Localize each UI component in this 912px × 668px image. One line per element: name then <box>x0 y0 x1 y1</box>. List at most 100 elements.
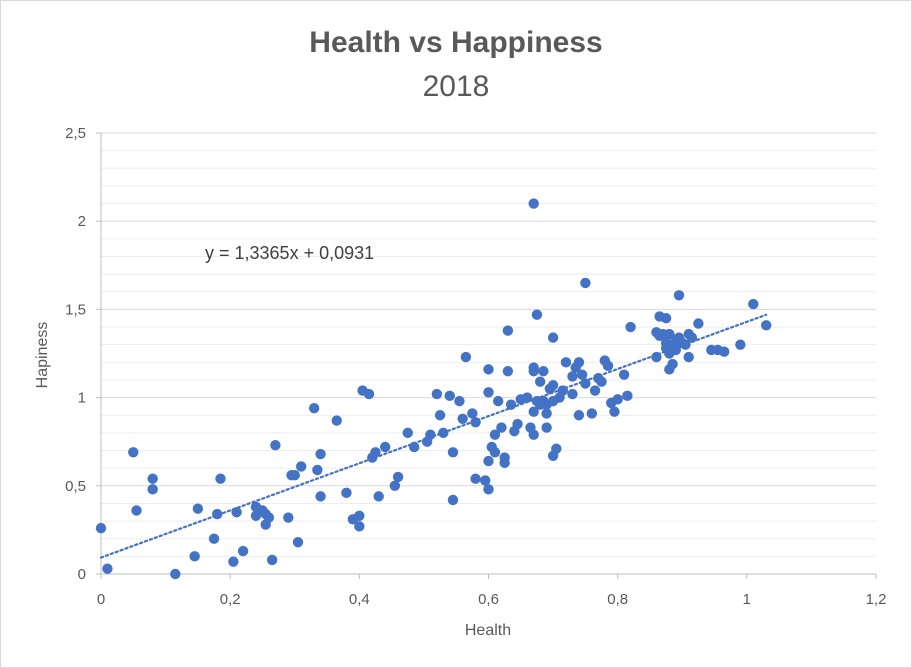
y-tick-label: 1 <box>78 390 86 407</box>
data-point <box>434 410 446 421</box>
data-point <box>489 447 501 458</box>
data-point <box>609 406 620 417</box>
data-point <box>354 510 365 521</box>
data-point <box>315 491 326 502</box>
data-point <box>761 320 772 331</box>
data-point <box>573 357 585 368</box>
data-point <box>602 360 614 372</box>
data-point <box>296 461 307 472</box>
data-point <box>263 512 275 523</box>
data-point <box>499 457 510 469</box>
data-point <box>147 484 158 495</box>
data-point <box>528 365 539 377</box>
data-point <box>502 365 514 377</box>
data-point <box>447 447 459 458</box>
data-point <box>480 475 491 486</box>
data-point <box>557 385 568 396</box>
data-point <box>170 568 181 580</box>
chart-subtitle: 2018 <box>423 70 490 103</box>
data-point <box>528 429 539 440</box>
data-point <box>292 537 304 548</box>
data-point <box>392 471 404 483</box>
x-axis-label: Health <box>465 622 511 639</box>
data-point <box>541 422 552 433</box>
data-point <box>531 309 543 320</box>
data-point <box>341 487 352 499</box>
data-point <box>505 399 517 410</box>
x-tick-label: 0,8 <box>607 591 628 608</box>
data-point <box>496 422 507 433</box>
data-point <box>192 503 204 514</box>
data-point <box>308 402 320 414</box>
data-point <box>683 351 694 363</box>
x-tick-label: 0 <box>97 591 105 608</box>
data-point <box>95 522 107 534</box>
data-point <box>551 443 562 454</box>
data-point <box>538 365 549 377</box>
data-point <box>596 376 607 387</box>
data-point <box>128 447 139 458</box>
data-point <box>147 473 158 484</box>
y-tick-label: 0,5 <box>65 478 86 495</box>
data-point <box>431 388 443 400</box>
data-point <box>363 388 375 400</box>
data-point <box>541 408 552 419</box>
data-point <box>331 415 342 426</box>
data-point <box>483 455 494 467</box>
data-point <box>660 313 672 324</box>
data-point <box>467 408 478 419</box>
data-point <box>586 408 598 419</box>
data-point <box>489 429 501 440</box>
data-point <box>567 388 578 400</box>
data-point <box>231 507 242 518</box>
data-point <box>354 521 365 532</box>
data-point <box>576 369 588 380</box>
data-point <box>228 556 239 567</box>
data-point <box>102 563 113 574</box>
y-tick-label: 1,5 <box>65 301 86 318</box>
data-point <box>670 344 681 356</box>
data-point <box>686 332 698 343</box>
x-tick-label: 0,4 <box>349 591 370 608</box>
chart-title: Health vs Happiness <box>309 26 602 59</box>
data-point <box>618 369 630 380</box>
data-point <box>370 447 381 458</box>
data-point <box>315 448 326 460</box>
data-point <box>748 298 759 310</box>
data-point <box>457 413 468 424</box>
y-tick-label: 0 <box>78 566 86 583</box>
data-point <box>589 385 601 396</box>
data-point <box>454 395 465 407</box>
data-point <box>373 491 384 502</box>
data-point <box>425 429 436 440</box>
data-point <box>215 473 226 484</box>
data-point <box>483 484 494 495</box>
data-point <box>735 339 746 350</box>
axes <box>96 132 877 579</box>
data-point <box>719 346 730 357</box>
data-point <box>483 364 494 375</box>
data-point <box>460 351 472 363</box>
data-point <box>402 427 413 439</box>
x-tick-label: 1,2 <box>866 591 887 608</box>
data-point <box>270 440 281 451</box>
y-axis-label: Hapiness <box>34 322 51 389</box>
data-point <box>131 505 142 516</box>
data-point <box>266 554 278 566</box>
data-point <box>212 508 223 520</box>
tick-labels: 0 0,5 1 1,5 2 2,5 0 0,2 0,4 0,6 0,8 1 1,2 <box>65 125 886 608</box>
data-point <box>528 198 539 209</box>
data-point <box>470 417 481 428</box>
data-point <box>560 357 572 368</box>
data-point <box>289 470 300 481</box>
data-point <box>189 551 200 562</box>
data-point <box>693 318 704 329</box>
data-points <box>95 198 772 580</box>
x-tick-label: 0,2 <box>220 591 241 608</box>
data-point <box>379 441 391 453</box>
trendline-equation: y = 1,3365x + 0,0931 <box>205 243 374 263</box>
data-point <box>512 418 523 430</box>
gridlines <box>101 132 876 557</box>
x-tick-label: 1 <box>743 591 751 608</box>
data-point <box>534 376 546 387</box>
